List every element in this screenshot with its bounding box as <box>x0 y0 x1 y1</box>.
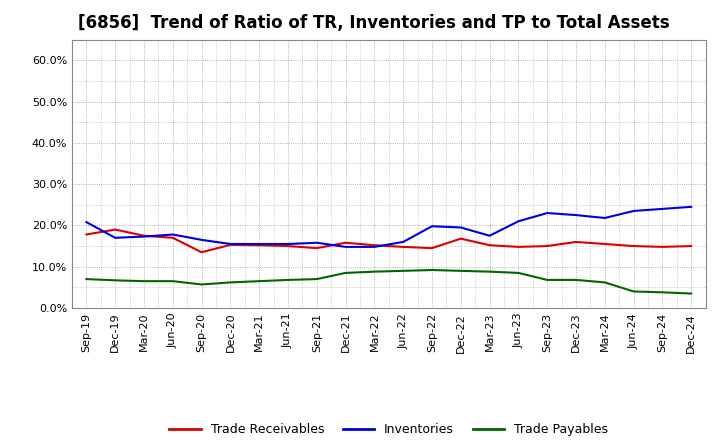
Trade Payables <box>82 276 91 282</box>
Trade Payables <box>572 277 580 282</box>
Trade Receivables <box>284 243 292 249</box>
Trade Receivables <box>543 243 552 249</box>
Trade Payables <box>399 268 408 274</box>
Trade Payables <box>370 269 379 274</box>
Inventories <box>284 242 292 247</box>
Trade Payables <box>600 280 609 285</box>
Trade Receivables <box>399 244 408 249</box>
Inventories <box>341 244 350 249</box>
Trade Receivables <box>140 233 148 238</box>
Inventories <box>687 204 696 209</box>
Inventories <box>456 225 465 230</box>
Trade Receivables <box>514 244 523 249</box>
Trade Receivables <box>82 232 91 237</box>
Trade Payables <box>658 290 667 295</box>
Inventories <box>111 235 120 240</box>
Line: Trade Payables: Trade Payables <box>86 270 691 293</box>
Trade Receivables <box>341 240 350 246</box>
Trade Receivables <box>168 235 177 240</box>
Inventories <box>600 215 609 220</box>
Trade Receivables <box>485 242 494 248</box>
Line: Inventories: Inventories <box>86 207 691 247</box>
Inventories <box>514 219 523 224</box>
Trade Receivables <box>600 242 609 247</box>
Inventories <box>399 239 408 245</box>
Trade Receivables <box>658 244 667 249</box>
Trade Receivables <box>428 246 436 251</box>
Inventories <box>140 234 148 239</box>
Trade Payables <box>168 279 177 284</box>
Trade Payables <box>312 276 321 282</box>
Trade Receivables <box>370 242 379 248</box>
Trade Payables <box>428 268 436 273</box>
Trade Receivables <box>456 236 465 241</box>
Inventories <box>312 240 321 246</box>
Text: [6856]  Trend of Ratio of TR, Inventories and TP to Total Assets: [6856] Trend of Ratio of TR, Inventories… <box>78 15 670 33</box>
Trade Payables <box>197 282 206 287</box>
Trade Payables <box>629 289 638 294</box>
Trade Receivables <box>572 239 580 245</box>
Inventories <box>82 220 91 225</box>
Inventories <box>543 210 552 216</box>
Inventories <box>226 242 235 247</box>
Trade Payables <box>514 270 523 275</box>
Inventories <box>428 224 436 229</box>
Trade Receivables <box>629 243 638 249</box>
Legend: Trade Receivables, Inventories, Trade Payables: Trade Receivables, Inventories, Trade Pa… <box>164 418 613 440</box>
Trade Payables <box>341 270 350 275</box>
Trade Payables <box>226 280 235 285</box>
Inventories <box>629 208 638 213</box>
Trade Payables <box>456 268 465 274</box>
Trade Payables <box>687 291 696 296</box>
Trade Receivables <box>687 243 696 249</box>
Trade Payables <box>284 277 292 282</box>
Trade Receivables <box>111 227 120 232</box>
Inventories <box>572 213 580 218</box>
Trade Receivables <box>255 242 264 248</box>
Trade Payables <box>111 278 120 283</box>
Trade Receivables <box>312 246 321 251</box>
Trade Receivables <box>226 242 235 247</box>
Trade Payables <box>140 279 148 284</box>
Inventories <box>658 206 667 212</box>
Line: Trade Receivables: Trade Receivables <box>86 230 691 252</box>
Trade Payables <box>485 269 494 274</box>
Trade Receivables <box>197 249 206 255</box>
Inventories <box>168 232 177 237</box>
Trade Payables <box>255 279 264 284</box>
Inventories <box>197 237 206 242</box>
Inventories <box>370 244 379 249</box>
Trade Payables <box>543 277 552 282</box>
Inventories <box>485 233 494 238</box>
Inventories <box>255 242 264 247</box>
